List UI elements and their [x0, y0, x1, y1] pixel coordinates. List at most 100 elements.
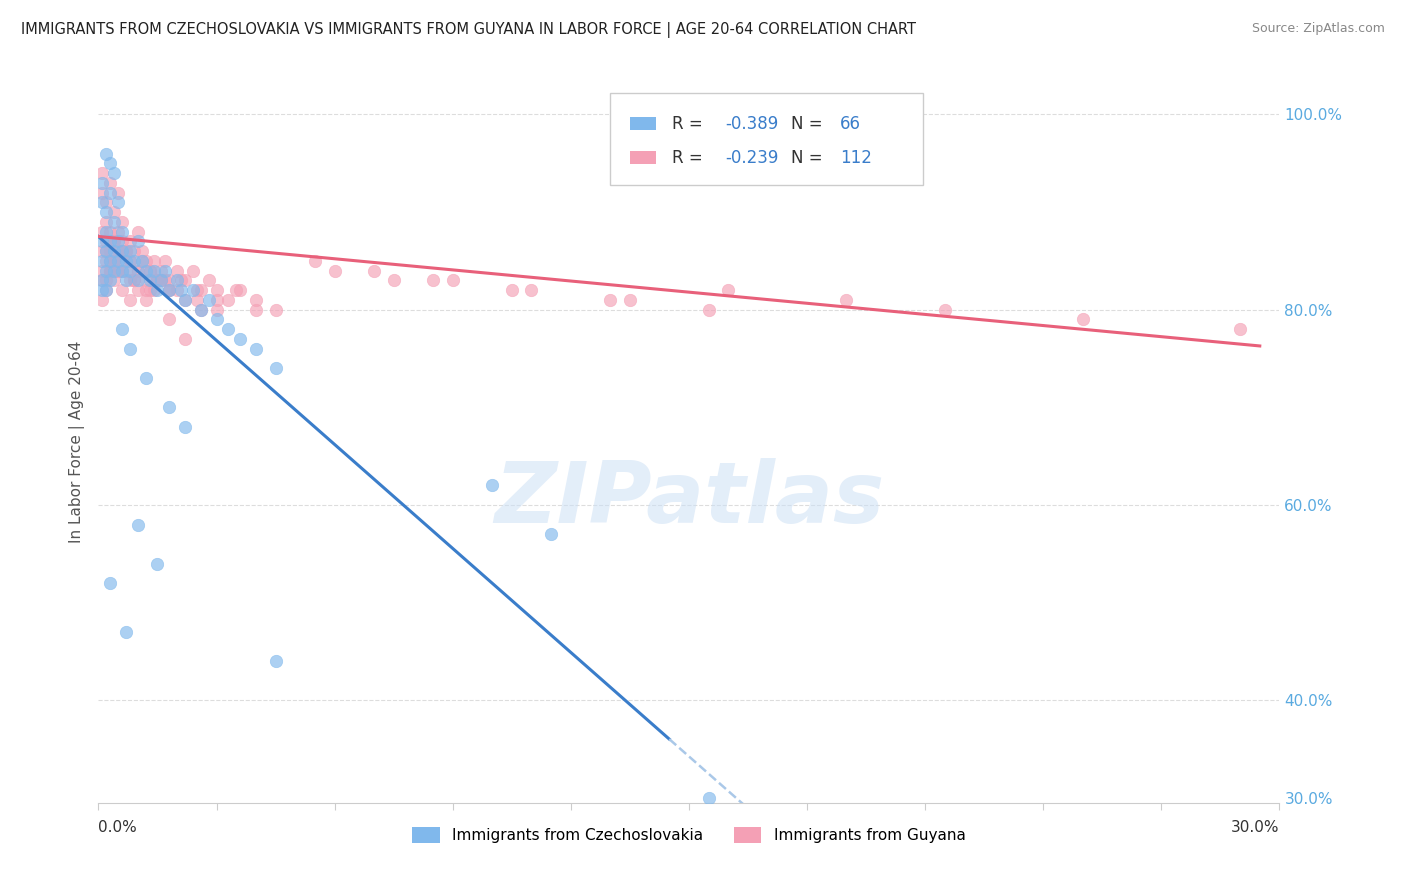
Point — [115, 254, 138, 268]
Point — [186, 283, 208, 297]
Point — [91, 244, 114, 259]
Point — [98, 176, 121, 190]
Point — [98, 254, 121, 268]
Point — [174, 420, 197, 434]
Point — [107, 254, 129, 268]
Point — [323, 263, 346, 277]
Point — [135, 283, 157, 297]
Point — [441, 273, 464, 287]
Point — [150, 273, 173, 287]
Point — [697, 302, 720, 317]
Point — [96, 225, 118, 239]
Point — [111, 322, 134, 336]
Point — [107, 186, 129, 200]
Point — [138, 273, 160, 287]
Point — [135, 371, 157, 385]
Point — [190, 302, 212, 317]
Point — [107, 225, 129, 239]
Point — [96, 273, 118, 287]
Point — [107, 244, 129, 259]
Point — [190, 283, 212, 297]
Point — [91, 225, 114, 239]
Point — [111, 263, 134, 277]
Point — [157, 273, 180, 287]
Point — [245, 302, 267, 317]
Point — [96, 235, 118, 249]
Text: R =: R = — [672, 149, 709, 167]
Point — [717, 283, 740, 297]
Text: N =: N = — [790, 149, 827, 167]
Point — [155, 254, 177, 268]
Point — [122, 273, 145, 287]
Point — [186, 293, 208, 307]
Point — [96, 244, 118, 259]
Point — [103, 215, 125, 229]
Point — [103, 235, 125, 249]
Point — [205, 302, 228, 317]
Text: 66: 66 — [841, 115, 860, 133]
Point — [91, 263, 114, 277]
Point — [205, 312, 228, 326]
Text: IMMIGRANTS FROM CZECHOSLOVAKIA VS IMMIGRANTS FROM GUYANA IN LABOR FORCE | AGE 20: IMMIGRANTS FROM CZECHOSLOVAKIA VS IMMIGR… — [21, 22, 917, 38]
Point — [481, 478, 503, 492]
Point — [96, 254, 118, 268]
Point — [138, 263, 160, 277]
Point — [146, 273, 169, 287]
Point — [205, 293, 228, 307]
Point — [103, 254, 125, 268]
Text: N =: N = — [790, 115, 827, 133]
Point — [98, 156, 121, 170]
Point — [107, 235, 129, 249]
Point — [122, 244, 145, 259]
Point — [107, 263, 129, 277]
Legend: Immigrants from Czechoslovakia, Immigrants from Guyana: Immigrants from Czechoslovakia, Immigran… — [406, 822, 972, 849]
Point — [91, 186, 114, 200]
Point — [127, 273, 149, 287]
Point — [150, 273, 173, 287]
Point — [103, 273, 125, 287]
Point — [174, 293, 197, 307]
Point — [170, 273, 193, 287]
Point — [98, 576, 121, 591]
Point — [146, 557, 169, 571]
Point — [98, 244, 121, 259]
Point — [103, 244, 125, 259]
Point — [501, 283, 523, 297]
Text: 112: 112 — [841, 149, 872, 167]
Text: -0.389: -0.389 — [725, 115, 779, 133]
Point — [127, 263, 149, 277]
Point — [98, 235, 121, 249]
Point — [96, 263, 118, 277]
Point — [111, 244, 134, 259]
Point — [96, 283, 118, 297]
Point — [111, 215, 134, 229]
Point — [111, 235, 134, 249]
Point — [111, 244, 134, 259]
Text: R =: R = — [672, 115, 709, 133]
Point — [96, 146, 118, 161]
Point — [135, 293, 157, 307]
Point — [540, 527, 562, 541]
Point — [157, 312, 180, 326]
Point — [98, 186, 121, 200]
Point — [96, 205, 118, 219]
Point — [229, 283, 252, 297]
Point — [150, 263, 173, 277]
Point — [157, 283, 180, 297]
Point — [127, 225, 149, 239]
Point — [190, 302, 212, 317]
Point — [91, 273, 114, 287]
Point — [599, 293, 621, 307]
Point — [98, 225, 121, 239]
Point — [697, 791, 720, 805]
Point — [135, 254, 157, 268]
Text: ZIPatlas: ZIPatlas — [494, 458, 884, 541]
Point — [118, 293, 141, 307]
Point — [934, 302, 956, 317]
Point — [138, 283, 160, 297]
Text: 0.0%: 0.0% — [98, 821, 138, 836]
Point — [520, 283, 543, 297]
Point — [131, 244, 153, 259]
Point — [111, 225, 134, 239]
Point — [142, 283, 165, 297]
